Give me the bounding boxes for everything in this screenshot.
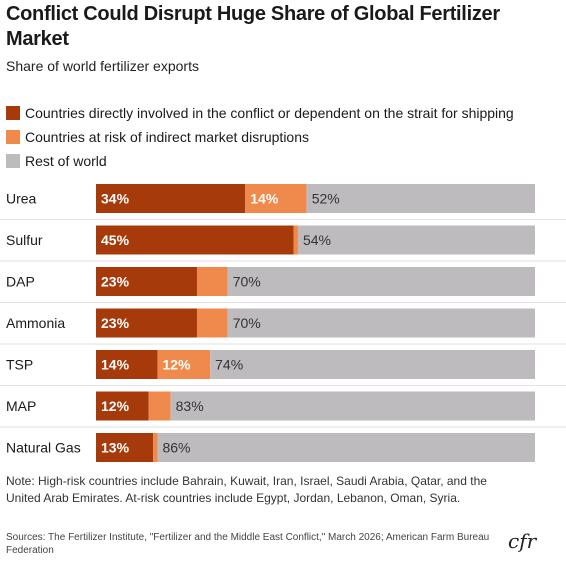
sources: Sources: The Fertilizer Institute, "Fert… <box>6 532 490 556</box>
data-label-direct-natural-gas: 13% <box>101 440 130 456</box>
data-label-direct-sulfur: 45% <box>101 232 130 248</box>
bar-direct-sulfur <box>96 225 294 255</box>
data-label-indirect-urea: 14% <box>250 191 279 207</box>
data-label-direct-tsp: 14% <box>101 357 130 373</box>
chart-subtitle: Share of world fertilizer exports <box>6 58 199 74</box>
category-label-tsp: TSP <box>6 357 33 373</box>
legend: Countries directly involved in the confl… <box>6 101 566 173</box>
bar-indirect-dap <box>196 267 228 296</box>
category-label-urea: Urea <box>6 191 37 207</box>
legend-swatch-direct <box>6 106 20 120</box>
legend-swatch-indirect <box>6 130 20 144</box>
data-label-direct-ammonia: 23% <box>101 315 130 331</box>
bar-rest-natural-gas <box>157 433 535 462</box>
chart-title: Conflict Could Disrupt Huge Share of Glo… <box>6 3 500 50</box>
data-label-rest-map: 83% <box>176 398 204 414</box>
bar-direct-ammonia <box>96 308 197 338</box>
legend-label-rest: Rest of world <box>25 153 107 169</box>
category-label-ammonia: Ammonia <box>6 315 65 331</box>
category-label-map: MAP <box>6 398 36 414</box>
data-label-rest-dap: 70% <box>233 274 261 290</box>
bar-direct-tsp <box>96 350 158 379</box>
bar-rest-ammonia <box>227 308 535 338</box>
stacked-bar-chart: Urea 34% 14% 52% Sulfur 45% 54% DAP 23% 70% Ammoni… <box>0 184 566 462</box>
category-label-natural-gas: Natural Gas <box>6 440 81 456</box>
data-label-indirect-tsp: 12% <box>162 357 191 373</box>
data-label-direct-dap: 23% <box>101 274 130 290</box>
bar-direct-urea <box>96 184 246 213</box>
category-label-dap: DAP <box>6 274 35 290</box>
legend-item-rest: Rest of world <box>6 149 566 173</box>
data-label-rest-sulfur: 54% <box>303 232 331 248</box>
bar-rest-urea <box>306 184 535 213</box>
cfr-logo: cfr <box>508 529 537 553</box>
data-label-direct-map: 12% <box>101 398 130 414</box>
bar-rest-sulfur <box>297 225 535 255</box>
footnote: Note: High-risk countries include Bahrai… <box>6 474 487 505</box>
legend-item-direct: Countries directly involved in the confl… <box>6 101 566 125</box>
bar-rest-map <box>170 391 535 421</box>
legend-item-indirect: Countries at risk of indirect market dis… <box>6 125 566 149</box>
bar-indirect-ammonia <box>196 308 228 338</box>
bar-rest-dap <box>227 267 535 296</box>
bar-indirect-tsp <box>157 350 211 379</box>
bar-rest-tsp <box>210 350 535 379</box>
data-label-rest-natural-gas: 86% <box>162 440 190 456</box>
bar-direct-natural-gas <box>96 433 154 462</box>
bar-indirect-urea <box>245 184 307 213</box>
legend-label-indirect: Countries at risk of indirect market dis… <box>25 129 309 145</box>
legend-label-direct: Countries directly involved in the confl… <box>25 105 514 121</box>
bar-direct-dap <box>96 267 197 296</box>
bar-direct-map <box>96 391 149 421</box>
data-label-rest-tsp: 74% <box>215 357 243 373</box>
category-label-sulfur: Sulfur <box>6 232 43 248</box>
bar-indirect-natural-gas <box>153 433 158 462</box>
bar-indirect-sulfur <box>293 225 298 255</box>
legend-swatch-rest <box>6 154 20 168</box>
bar-indirect-map <box>148 391 171 421</box>
data-label-direct-urea: 34% <box>101 191 130 207</box>
data-label-rest-ammonia: 70% <box>233 315 261 331</box>
data-label-rest-urea: 52% <box>312 191 340 207</box>
